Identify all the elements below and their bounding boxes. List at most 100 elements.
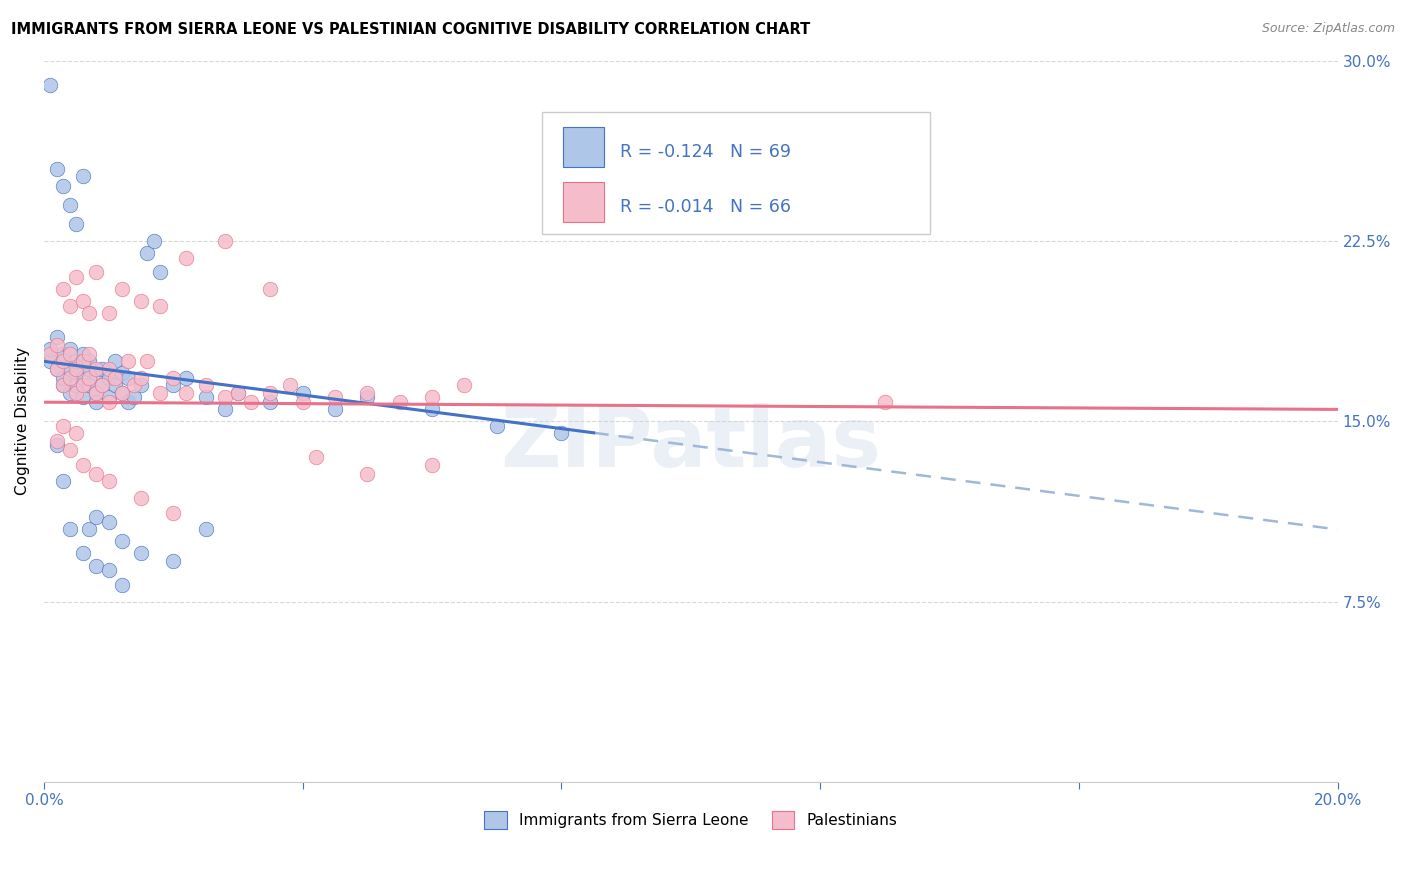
Text: ZIPatlas: ZIPatlas <box>501 402 882 483</box>
Y-axis label: Cognitive Disability: Cognitive Disability <box>15 347 30 495</box>
Point <box>117 395 139 409</box>
Point <box>97 390 120 404</box>
Point <box>104 354 127 368</box>
Point <box>97 371 120 385</box>
Point <box>45 330 67 344</box>
Point <box>65 367 87 381</box>
Point <box>226 385 249 400</box>
Point <box>323 402 346 417</box>
Point <box>873 395 896 409</box>
Point <box>77 361 100 376</box>
Point <box>291 395 314 409</box>
Point <box>129 294 152 309</box>
Point <box>129 491 152 506</box>
Point <box>194 523 217 537</box>
Point <box>149 299 172 313</box>
Point <box>174 371 197 385</box>
Point <box>162 378 184 392</box>
Point <box>97 516 120 530</box>
Point <box>65 378 87 392</box>
Point <box>72 371 94 385</box>
Point <box>59 198 82 212</box>
Point <box>59 385 82 400</box>
Point <box>453 378 475 392</box>
Point <box>97 395 120 409</box>
Point <box>65 270 87 285</box>
Point <box>104 378 127 392</box>
Point <box>77 347 100 361</box>
Point <box>239 395 262 409</box>
Point <box>174 385 197 400</box>
Point <box>356 390 378 404</box>
Point <box>356 385 378 400</box>
Point <box>77 306 100 320</box>
Point <box>485 419 508 434</box>
Point <box>304 450 326 465</box>
Point <box>420 402 443 417</box>
Point <box>52 354 75 368</box>
Point <box>45 361 67 376</box>
Point <box>124 390 146 404</box>
Point <box>77 354 100 368</box>
Point <box>59 361 82 376</box>
Point <box>72 294 94 309</box>
Point <box>84 467 107 482</box>
Point <box>45 434 67 448</box>
Point <box>59 523 82 537</box>
Point <box>550 426 572 441</box>
Point <box>77 371 100 385</box>
Point <box>52 378 75 392</box>
Point <box>110 282 132 296</box>
Bar <box>562 182 605 222</box>
Point <box>194 378 217 392</box>
Point <box>59 299 82 313</box>
Point <box>84 385 107 400</box>
Point <box>162 371 184 385</box>
Point <box>162 554 184 568</box>
Point <box>39 354 62 368</box>
Point <box>162 506 184 520</box>
Point <box>72 458 94 472</box>
Point <box>194 390 217 404</box>
Point <box>97 306 120 320</box>
Point <box>65 361 87 376</box>
Text: R = -0.014   N = 66: R = -0.014 N = 66 <box>620 198 790 216</box>
Point <box>52 419 75 434</box>
Point <box>84 558 107 573</box>
Point <box>59 371 82 385</box>
Point <box>45 337 67 351</box>
Point <box>142 234 165 248</box>
Point <box>97 361 120 376</box>
Point <box>291 385 314 400</box>
Point <box>52 282 75 296</box>
Point <box>420 458 443 472</box>
Point <box>91 378 114 392</box>
Point <box>117 371 139 385</box>
Point <box>39 78 62 92</box>
Point <box>323 390 346 404</box>
Point <box>84 265 107 279</box>
Text: R = -0.124   N = 69: R = -0.124 N = 69 <box>620 143 790 161</box>
Point <box>110 578 132 592</box>
Point <box>356 467 378 482</box>
Text: IMMIGRANTS FROM SIERRA LEONE VS PALESTINIAN COGNITIVE DISABILITY CORRELATION CHA: IMMIGRANTS FROM SIERRA LEONE VS PALESTIN… <box>11 22 810 37</box>
Point <box>45 438 67 452</box>
Point <box>39 347 62 361</box>
Legend: Immigrants from Sierra Leone, Palestinians: Immigrants from Sierra Leone, Palestinia… <box>478 805 904 835</box>
Point <box>52 347 75 361</box>
Point <box>52 475 75 489</box>
Point <box>117 354 139 368</box>
Point <box>72 347 94 361</box>
Point <box>110 385 132 400</box>
Bar <box>562 127 605 167</box>
Point <box>129 547 152 561</box>
Point <box>84 395 107 409</box>
Point <box>388 395 411 409</box>
Point <box>45 361 67 376</box>
Point <box>52 371 75 385</box>
Point <box>259 395 281 409</box>
Point <box>129 378 152 392</box>
Point <box>52 179 75 194</box>
Point <box>214 390 236 404</box>
FancyBboxPatch shape <box>541 112 931 234</box>
